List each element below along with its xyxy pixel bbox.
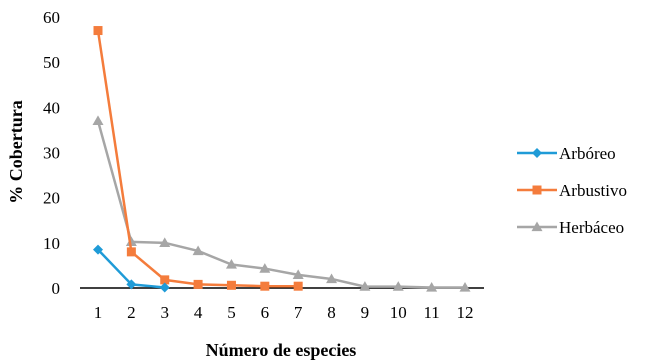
x-axis-title: Número de especies xyxy=(206,340,357,360)
data-point xyxy=(159,237,171,247)
data-point xyxy=(93,244,103,255)
data-point xyxy=(226,280,236,290)
legend: Arbóreo Arbustivo Herbáceo xyxy=(517,144,627,237)
legend-item: Arbóreo xyxy=(517,144,616,163)
data-point xyxy=(292,269,304,280)
data-point xyxy=(225,259,237,269)
x-tick-label: 7 xyxy=(294,303,303,322)
data-point xyxy=(259,263,271,273)
data-point xyxy=(125,236,137,247)
series-1 xyxy=(93,26,303,291)
legend-item: Herbáceo xyxy=(517,218,624,237)
y-tick-label: 0 xyxy=(52,279,61,298)
series-line xyxy=(96,120,465,289)
data-point xyxy=(426,282,438,292)
legend-label: Arbóreo xyxy=(559,144,616,163)
legend-label: Arbustivo xyxy=(559,181,627,200)
series-layer xyxy=(92,26,471,293)
legend-label: Herbáceo xyxy=(559,218,624,237)
data-point xyxy=(126,247,136,257)
data-point xyxy=(92,115,104,126)
data-point xyxy=(93,26,103,36)
x-tick-label: 2 xyxy=(127,303,136,322)
y-tick-label: 10 xyxy=(43,234,60,253)
x-tick-label: 8 xyxy=(327,303,336,322)
legend-marker xyxy=(532,185,542,195)
y-tick-label: 50 xyxy=(43,53,60,72)
data-point xyxy=(359,281,371,291)
data-point xyxy=(459,282,471,292)
y-tick-label: 20 xyxy=(43,189,60,208)
y-axis-title: % Cobertura xyxy=(6,100,26,203)
x-tick-label: 9 xyxy=(361,303,370,322)
data-point xyxy=(126,279,137,290)
legend-marker xyxy=(532,148,542,158)
x-tick-label: 6 xyxy=(261,303,270,322)
x-tick-label: 5 xyxy=(227,303,236,322)
data-point xyxy=(260,281,270,291)
data-point xyxy=(293,281,303,291)
x-tick-label: 3 xyxy=(160,303,169,322)
data-point xyxy=(192,245,204,256)
x-tick-label: 11 xyxy=(423,303,439,322)
y-tick-label: 60 xyxy=(43,8,60,27)
data-point xyxy=(160,275,170,285)
x-axis-ticks: 1 2 3 4 5 6 7 8 9 10 11 12 xyxy=(94,303,474,322)
x-tick-label: 10 xyxy=(390,303,407,322)
data-point xyxy=(392,281,404,291)
legend-marker xyxy=(531,221,543,232)
x-tick-label: 4 xyxy=(194,303,203,322)
data-point xyxy=(326,273,338,284)
y-tick-label: 30 xyxy=(43,144,60,163)
data-point xyxy=(193,279,203,289)
data-point xyxy=(159,282,170,293)
series-2 xyxy=(92,115,471,292)
series-0 xyxy=(93,244,170,293)
x-tick-label: 1 xyxy=(94,303,103,322)
y-tick-label: 40 xyxy=(43,98,60,117)
x-tick-label: 12 xyxy=(457,303,474,322)
y-axis-ticks: 0 10 20 30 40 50 60 xyxy=(43,8,60,298)
legend-item: Arbustivo xyxy=(517,181,627,200)
